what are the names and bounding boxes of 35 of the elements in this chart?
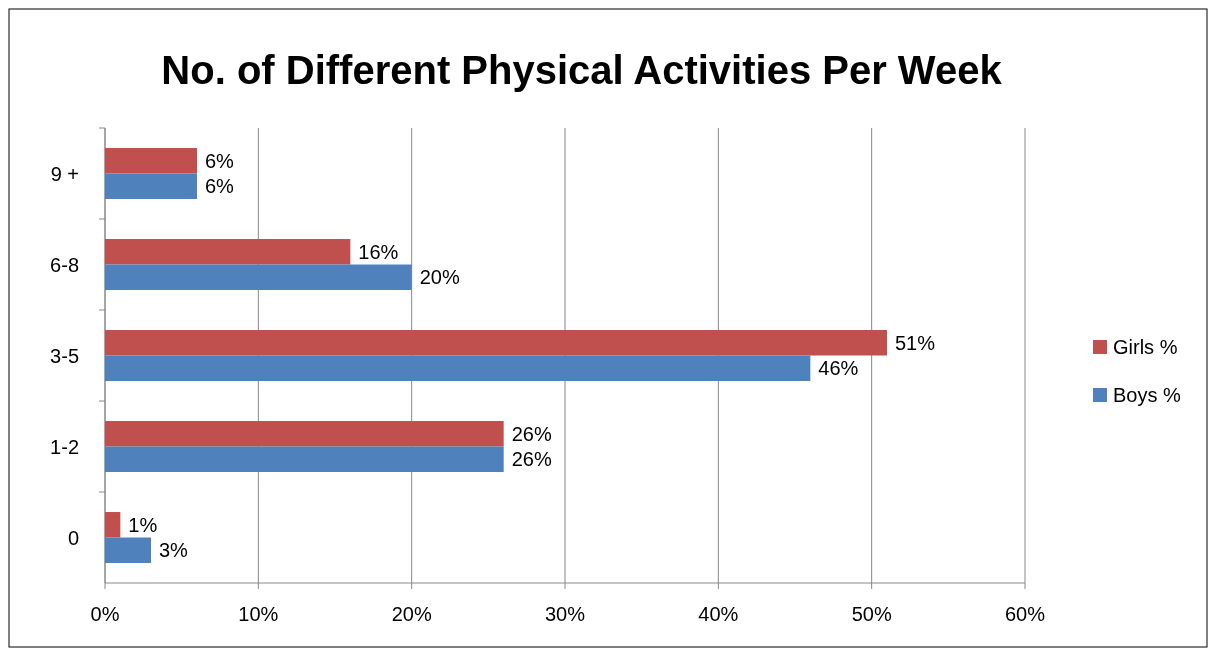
bar [105,421,504,447]
y-tick-label: 0 [67,526,79,549]
legend-label: Girls % [1113,336,1178,358]
data-label: 16% [358,240,399,263]
data-label: 26% [511,448,552,471]
bar [105,173,197,199]
y-tick-label: 3-5 [50,344,79,367]
bar [105,512,121,538]
bar [105,330,887,356]
data-label: 3% [159,539,189,562]
bar [105,239,351,265]
y-tick-label: 9 + [50,162,79,185]
bar [105,148,197,174]
legend-label: Boys % [1113,384,1182,406]
y-tick-label: 6-8 [50,253,79,276]
x-tick-label: 30% [544,603,586,625]
x-tick-label: 20% [391,603,432,625]
bar [105,446,504,472]
data-label: 46% [818,357,859,380]
data-label: 6% [205,175,235,198]
x-tick-label: 60% [1004,603,1046,625]
x-tick-label: 0% [90,603,120,625]
bar [105,537,151,563]
y-tick-label: 1-2 [50,435,79,458]
x-tick-label: 40% [698,603,739,625]
data-label: 6% [205,149,235,172]
data-label: 26% [511,422,552,445]
x-tick-label: 10% [238,603,279,625]
data-label: 1% [128,513,158,536]
bar [105,355,811,381]
x-tick-label: 50% [851,603,892,625]
data-label: 51% [895,331,936,354]
chart-title: No. of Different Physical Activities Per Week [161,48,1003,92]
bar [105,264,412,290]
data-label: 20% [419,266,460,289]
